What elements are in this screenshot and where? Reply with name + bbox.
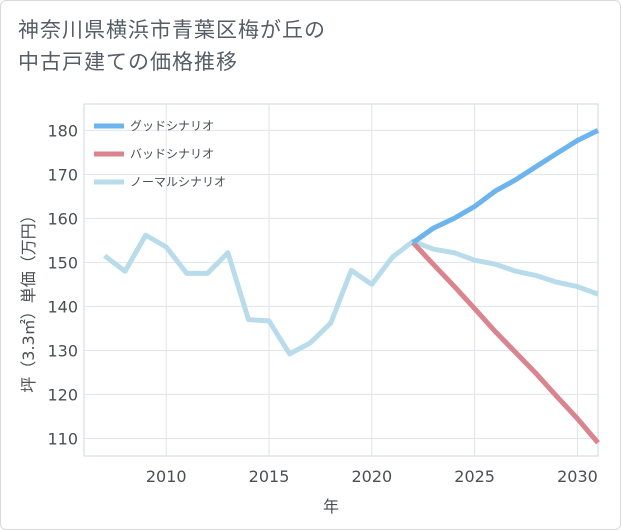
- plot-area: [83, 103, 599, 457]
- x-tick-label: 2020: [351, 467, 392, 486]
- legend-label-bad: バッドシナリオ: [130, 147, 214, 161]
- chart-title-line-1: 神奈川県横浜市青葉区梅が丘の: [18, 18, 326, 42]
- x-axis-label: 年: [323, 497, 339, 516]
- y-axis-ticks: 110 120 130 140 150 160 170 180: [47, 121, 78, 448]
- y-tick-label: 110: [47, 429, 78, 448]
- legend-label-normal: ノーマルシナリオ: [130, 175, 226, 189]
- x-tick-label: 2010: [146, 467, 187, 486]
- x-tick-label: 2025: [454, 467, 495, 486]
- y-tick-label: 170: [47, 165, 78, 184]
- x-tick-label: 2030: [557, 467, 598, 486]
- chart-title: 神奈川県横浜市青葉区梅が丘の 中古戸建ての価格推移: [18, 14, 326, 78]
- y-axis-label: 坪（3.3㎡）単価（万円）: [19, 207, 38, 392]
- y-tick-label: 150: [47, 253, 78, 272]
- y-tick-label: 120: [47, 385, 78, 404]
- series-line-good: [411, 128, 600, 245]
- y-tick-label: 130: [47, 341, 78, 360]
- x-axis-ticks: 2010 2015 2020 2025 2030: [146, 467, 598, 486]
- y-tick-label: 160: [47, 209, 78, 228]
- series-line-bad: [411, 240, 600, 445]
- series-line-normal: [103, 232, 599, 357]
- series-layer: [103, 128, 600, 445]
- y-tick-label: 140: [47, 297, 78, 316]
- legend-label-good: グッドシナリオ: [130, 119, 214, 133]
- chart-title-line-2: 中古戸建ての価格推移: [18, 50, 238, 74]
- y-tick-label: 180: [47, 121, 78, 140]
- x-tick-label: 2015: [249, 467, 290, 486]
